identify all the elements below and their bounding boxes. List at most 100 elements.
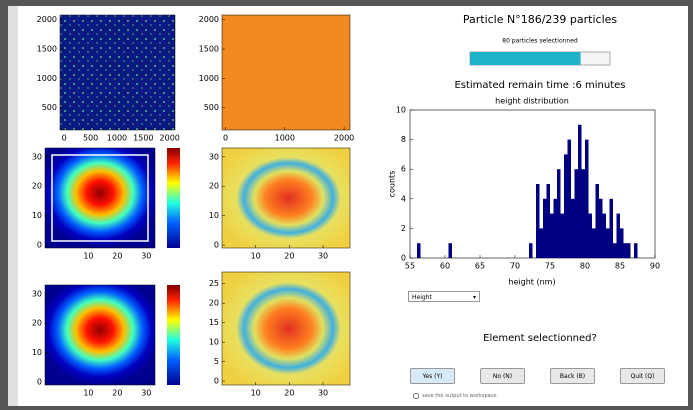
- bar: [623, 243, 627, 258]
- bar: [560, 213, 564, 258]
- x-tick-label: 30: [318, 389, 328, 398]
- image-frame: [44, 147, 156, 249]
- y-tick-label: 0: [37, 378, 42, 387]
- y-tick-label: 1000: [37, 74, 57, 83]
- bar: [627, 243, 631, 258]
- bar: [592, 228, 596, 258]
- y-tick-label: 8: [401, 135, 406, 144]
- bar: [599, 198, 603, 258]
- frame-edge: [8, 6, 18, 406]
- x-tick-label: 55: [405, 262, 415, 271]
- dropdown-text: Height: [412, 294, 432, 301]
- x-tick-label: 30: [141, 389, 151, 398]
- y-axis-label: counts: [388, 171, 397, 198]
- hist-title: height distribution: [495, 97, 569, 106]
- y-tick-label: 0: [214, 241, 219, 250]
- image: [222, 15, 350, 130]
- y-tick-label: 1500: [199, 45, 219, 54]
- y-tick-label: 5: [214, 357, 219, 366]
- hist-axes: [409, 109, 656, 259]
- x-tick-label: 1500: [133, 134, 153, 143]
- action-button[interactable]: No (N): [480, 368, 525, 384]
- bar: [574, 169, 578, 258]
- action-button[interactable]: Quit (Q): [620, 368, 665, 384]
- y-tick-label: 15: [209, 318, 219, 327]
- x-tick-label: 20: [284, 252, 294, 261]
- y-tick-label: 1000: [199, 74, 219, 83]
- image-frame: [44, 284, 156, 386]
- question: Element selectionned?: [483, 333, 597, 344]
- bar: [553, 198, 557, 258]
- x-tick-label: 500: [83, 134, 98, 143]
- bar: [557, 169, 561, 258]
- y-tick-label: 30: [209, 152, 219, 161]
- dropdown-arrow: ▾: [472, 294, 476, 301]
- colorbar: [167, 285, 180, 385]
- y-tick-label: 500: [204, 103, 219, 112]
- action-button[interactable]: Back (B): [550, 368, 595, 384]
- x-tick-label: 60: [440, 262, 450, 271]
- time-label: Estimated remain time :6 minutes: [454, 80, 625, 91]
- y-tick-label: 1500: [37, 45, 57, 54]
- x-tick-label: 70: [510, 262, 520, 271]
- checkbox[interactable]: [413, 393, 419, 399]
- bar: [616, 213, 620, 258]
- y-tick-label: 0: [401, 254, 406, 263]
- y-tick-label: 20: [32, 319, 42, 328]
- x-tick-label: 10: [251, 389, 261, 398]
- y-tick-label: 10: [396, 106, 406, 115]
- image-frame: [59, 14, 176, 131]
- y-tick-label: 500: [42, 103, 57, 112]
- x-tick-label: 1000: [107, 134, 127, 143]
- y-tick-label: 2000: [199, 15, 219, 24]
- x-tick-label: 80: [580, 262, 590, 271]
- bar: [578, 124, 582, 258]
- bar: [606, 228, 610, 258]
- bar: [546, 184, 550, 258]
- x-tick-label: 10: [83, 389, 93, 398]
- checkbox-label: save the output to workspace: [422, 393, 497, 399]
- y-tick-label: 10: [209, 211, 219, 220]
- colorbar: [167, 148, 180, 248]
- y-tick-label: 0: [214, 377, 219, 386]
- x-tick-label: 20: [112, 252, 122, 261]
- y-tick-label: 30: [32, 152, 42, 161]
- y-tick-label: 10: [32, 211, 42, 220]
- y-tick-label: 4: [401, 194, 406, 203]
- image-frame: [221, 147, 351, 249]
- bar: [564, 154, 568, 258]
- y-tick-label: 20: [209, 299, 219, 308]
- action-button[interactable]: Yes (Y): [410, 368, 455, 384]
- dropdown[interactable]: Height ▾: [408, 291, 480, 302]
- image-frame: [221, 271, 351, 386]
- bar: [448, 243, 452, 258]
- x-tick-label: 0: [62, 134, 67, 143]
- bar: [529, 243, 533, 258]
- bar: [588, 213, 592, 258]
- bar: [581, 169, 585, 258]
- x-axis-label: height (nm): [508, 278, 555, 287]
- image: [222, 148, 350, 248]
- x-tick-label: 2000: [160, 134, 180, 143]
- image-frame: [221, 14, 351, 131]
- selection-box: [51, 154, 149, 242]
- y-tick-label: 30: [32, 289, 42, 298]
- x-tick-label: 65: [475, 262, 485, 271]
- x-tick-label: 1000: [275, 134, 295, 143]
- y-tick-label: 20: [209, 182, 219, 191]
- bar: [543, 198, 547, 258]
- bar: [567, 139, 571, 258]
- y-tick-label: 2000: [37, 15, 57, 24]
- bar: [536, 184, 540, 258]
- x-tick-label: 90: [650, 262, 660, 271]
- progress-label: 80 particles selectionned: [502, 38, 578, 45]
- x-tick-label: 30: [141, 252, 151, 261]
- y-tick-label: 0: [37, 241, 42, 250]
- y-tick-label: 20: [32, 182, 42, 191]
- image: [45, 285, 155, 385]
- bar: [585, 139, 589, 258]
- y-tick-label: 2: [401, 224, 406, 233]
- x-tick-label: 30: [318, 252, 328, 261]
